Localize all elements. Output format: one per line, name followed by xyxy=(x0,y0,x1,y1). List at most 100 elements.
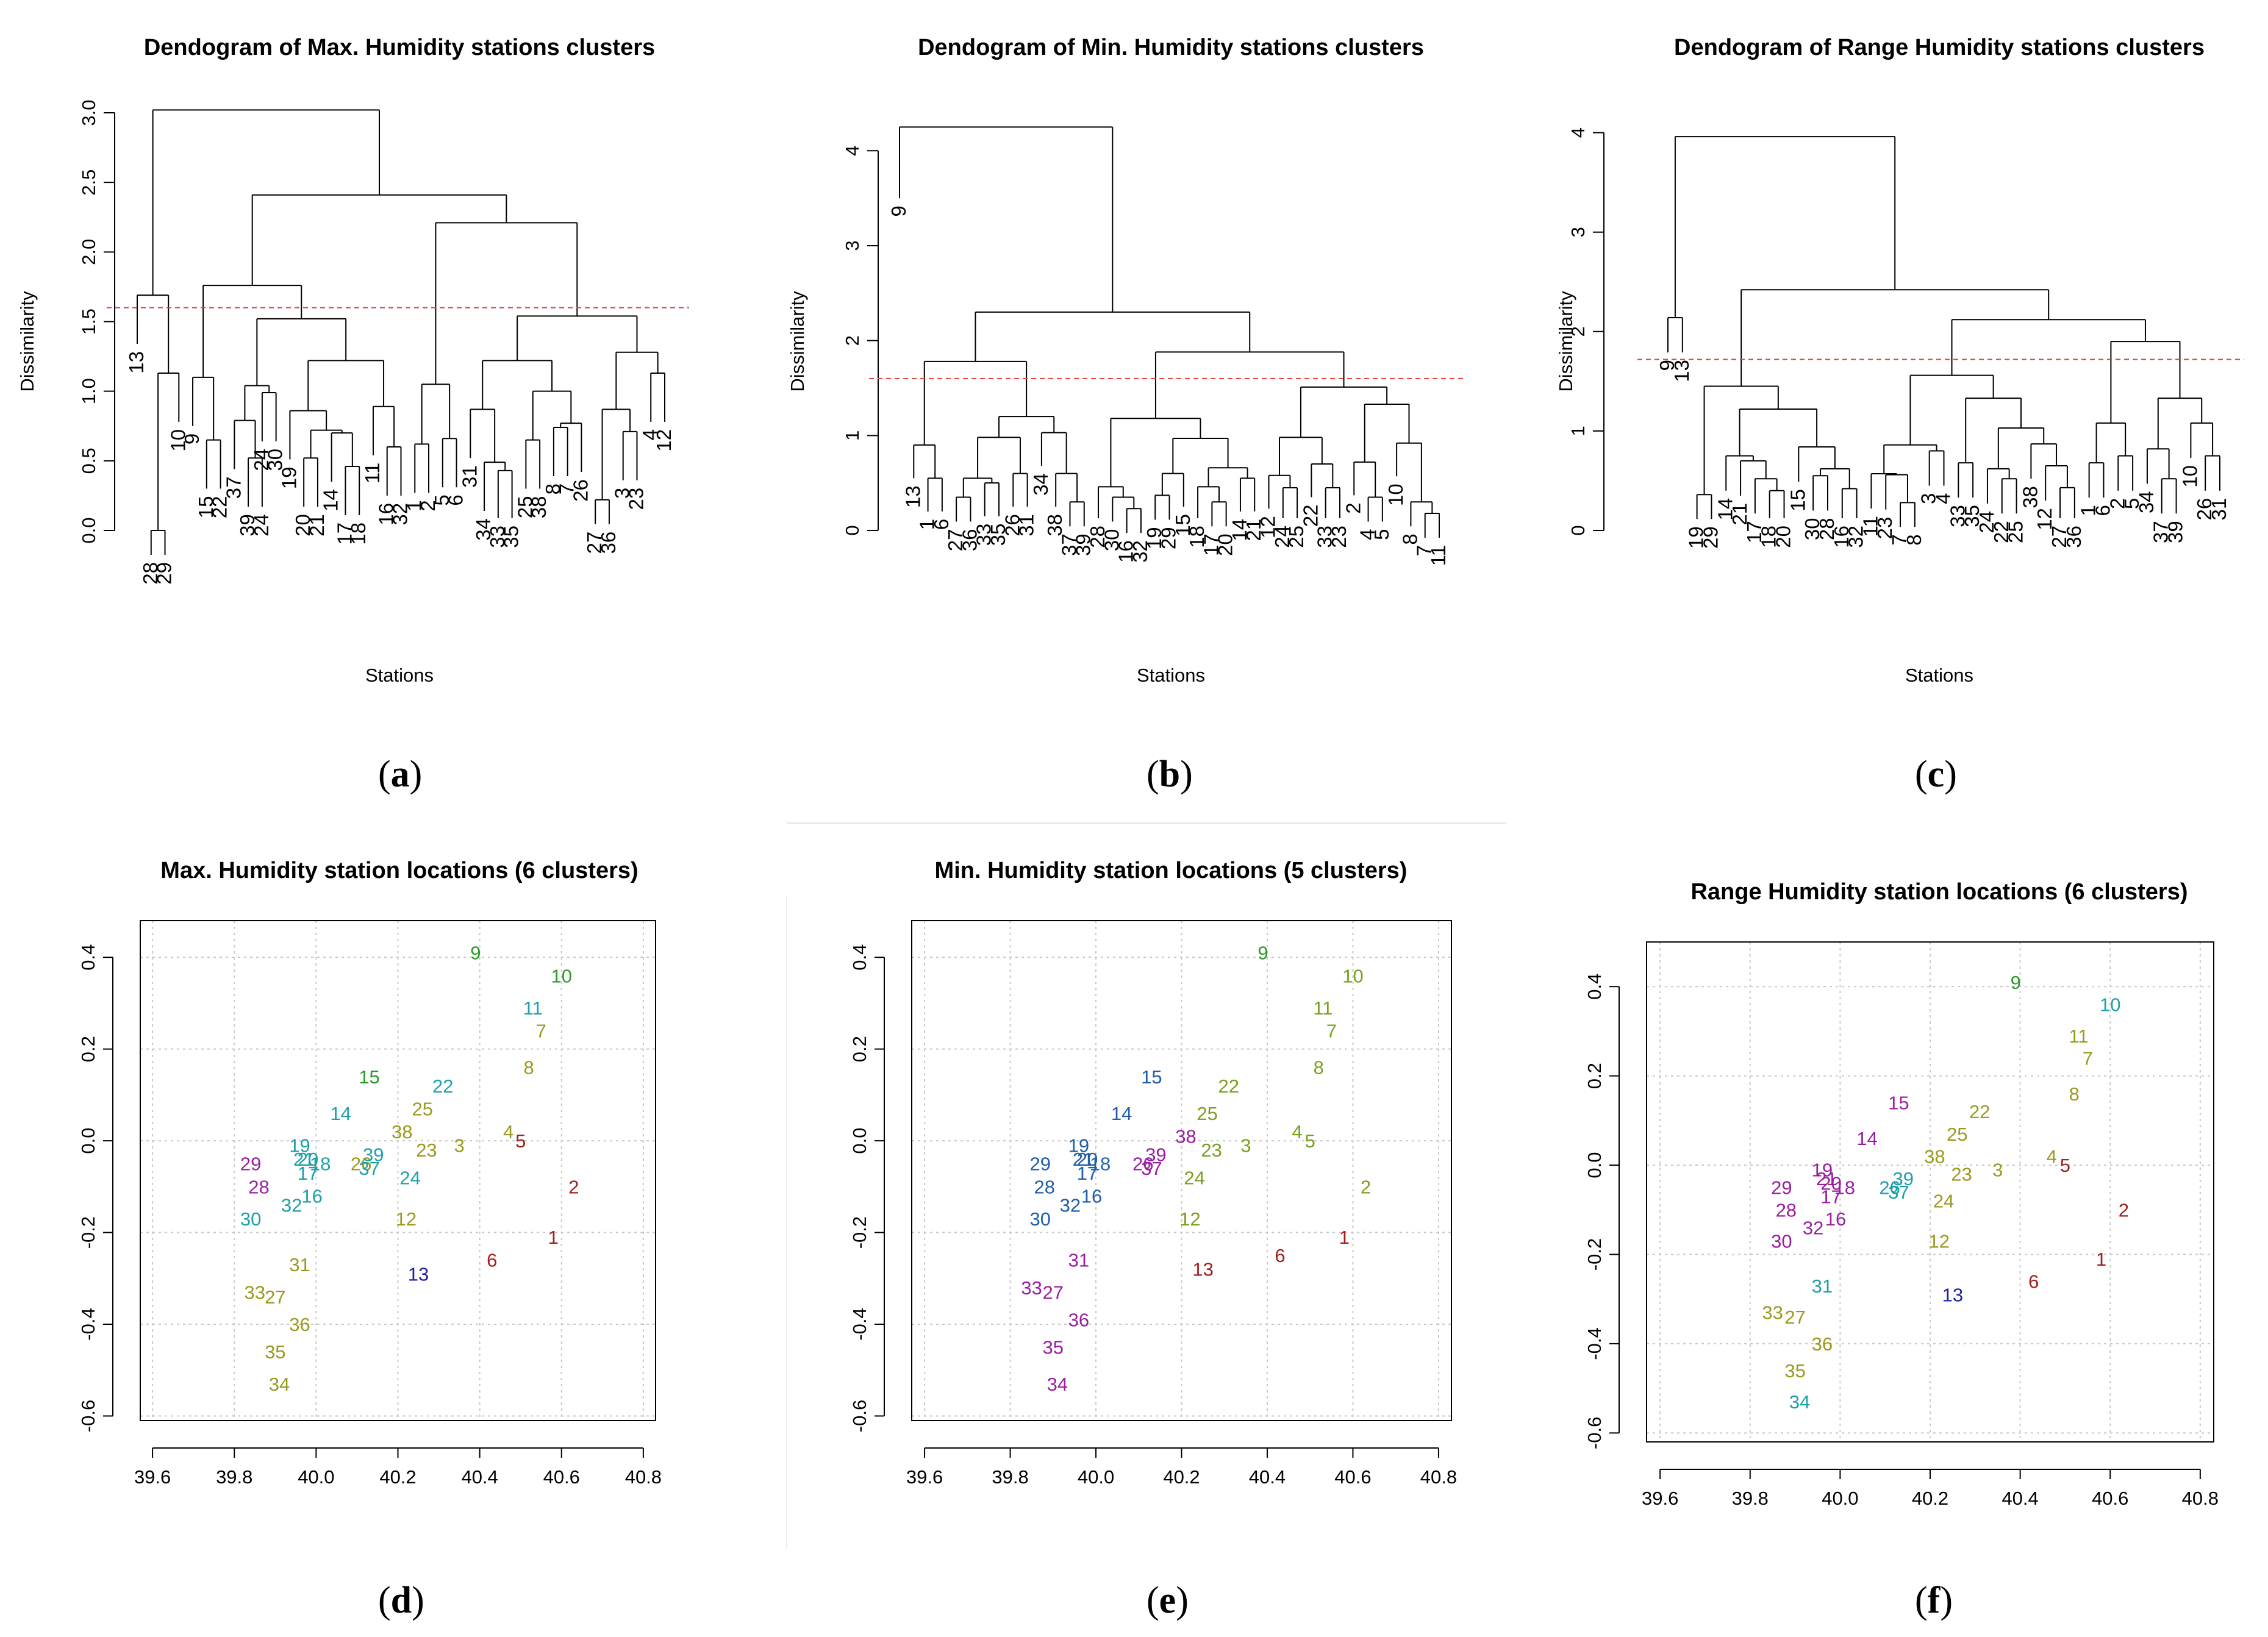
y-tick-label: 3 xyxy=(842,240,863,251)
station-point: 23 xyxy=(416,1139,437,1161)
leaf-label: 21 xyxy=(1728,503,1751,526)
leaf-label: 10 xyxy=(1384,483,1407,506)
station-point: 28 xyxy=(248,1176,269,1197)
station-point: 19 xyxy=(1068,1135,1089,1157)
leaf-label: 30 xyxy=(1801,518,1823,540)
station-point: 28 xyxy=(1776,1199,1797,1221)
leaf-label: 20 xyxy=(1772,526,1795,548)
leaf-label: 27 xyxy=(944,529,967,552)
x-tick-label: 40.4 xyxy=(1249,1466,1286,1488)
station-point: 22 xyxy=(1969,1101,1990,1122)
leaf-label: 33 xyxy=(1314,526,1336,548)
leaf-label: 24 xyxy=(1975,511,1998,533)
leaf-label: 22 xyxy=(1299,505,1322,527)
leaf-label: 27 xyxy=(2048,526,2070,548)
leaf-label: 3 xyxy=(611,488,634,499)
leaf-label: 18 xyxy=(1186,526,1208,548)
leaf-label: 26 xyxy=(569,479,592,502)
station-point: 36 xyxy=(1812,1333,1833,1355)
leaf-label: 31 xyxy=(458,465,481,488)
y-tick-label: 2.5 xyxy=(78,169,99,196)
leaf-label: 3 xyxy=(1917,493,1940,504)
station-point: 16 xyxy=(1825,1208,1846,1230)
leaf-label: 6 xyxy=(2091,505,2114,516)
leaf-label: 30 xyxy=(1100,529,1123,552)
station-point: 16 xyxy=(301,1185,322,1207)
station-point: 18 xyxy=(1834,1177,1855,1199)
station-point: 4 xyxy=(2047,1146,2057,1167)
dendrogram-panel-1: Dendogram of Min. Humidity stations clus… xyxy=(787,35,1464,795)
leaf-label: 7 xyxy=(1413,545,1436,556)
panel-label: (c) xyxy=(1915,754,1957,795)
station-point: 21 xyxy=(1816,1168,1837,1189)
leaf-label: 33 xyxy=(1946,505,1969,527)
y-tick-label: 4 xyxy=(842,146,863,156)
leaf-label: 38 xyxy=(1043,514,1066,537)
leaf-label: 31 xyxy=(2208,498,2230,521)
y-tick-label: -0.6 xyxy=(1584,1417,1605,1449)
leaf-label: 28 xyxy=(139,562,162,585)
y-tick-label: -0.6 xyxy=(77,1400,99,1432)
leaf-label: 39 xyxy=(1072,533,1095,556)
x-tick-label: 40.2 xyxy=(379,1466,416,1488)
x-tick-label: 40.2 xyxy=(1163,1466,1200,1488)
x-tick-label: 39.8 xyxy=(992,1466,1028,1488)
leaf-label: 13 xyxy=(901,485,924,508)
y-tick-label: -0.6 xyxy=(849,1400,870,1432)
station-point: 39 xyxy=(363,1144,384,1166)
station-point: 19 xyxy=(1812,1159,1833,1180)
y-tick-label: -0.2 xyxy=(77,1216,99,1249)
leaf-label: 23 xyxy=(624,488,647,510)
leaf-label: 9 xyxy=(887,205,910,216)
y-tick-label: 0.0 xyxy=(77,1128,99,1154)
y-tick-label: 2 xyxy=(842,335,863,346)
y-tick-label: -0.4 xyxy=(849,1308,870,1340)
leaf-label: 37 xyxy=(2150,521,2172,543)
leaf-label: 8 xyxy=(542,483,564,494)
y-tick-label: -0.2 xyxy=(1584,1238,1605,1271)
chart-title: Dendogram of Max. Humidity stations clus… xyxy=(144,35,655,60)
leaf-label: 38 xyxy=(2019,486,2041,508)
station-point: 39 xyxy=(1145,1144,1166,1166)
leaf-label: 22 xyxy=(1990,521,2012,543)
station-point: 22 xyxy=(432,1075,453,1097)
leaf-label: 39 xyxy=(236,514,259,537)
station-point: 23 xyxy=(1201,1139,1222,1161)
leaf-label: 14 xyxy=(320,489,342,512)
x-tick-label: 40.0 xyxy=(1078,1466,1114,1488)
leaf-label: 23 xyxy=(1328,526,1350,548)
leaf-label: 8 xyxy=(1398,533,1421,544)
leaf-label: 14 xyxy=(1228,519,1251,541)
leaf-label: 21 xyxy=(1242,519,1265,541)
leaf-label: 7 xyxy=(1888,534,1911,545)
x-tick-label: 40.8 xyxy=(2182,1488,2219,1509)
leaf-label: 2 xyxy=(417,500,439,511)
leaf-label: 5 xyxy=(1370,529,1393,540)
scatter-panel-4: Min. Humidity station locations (5 clust… xyxy=(849,858,1457,1621)
station-point: 27 xyxy=(1784,1307,1805,1328)
station-point: 7 xyxy=(2083,1047,2093,1069)
station-point: 29 xyxy=(240,1154,261,1175)
x-axis-label: Stations xyxy=(1905,665,1973,686)
station-point: 32 xyxy=(1060,1194,1081,1216)
station-point: 27 xyxy=(265,1286,285,1308)
leaf-label: 11 xyxy=(361,463,384,483)
station-point: 11 xyxy=(2069,1025,2088,1047)
leaf-label: 36 xyxy=(958,529,981,552)
station-point: 4 xyxy=(1292,1121,1303,1143)
leaf-label: 32 xyxy=(1129,540,1151,563)
x-tick-label: 39.6 xyxy=(1642,1488,1678,1509)
station-point: 13 xyxy=(1942,1284,1963,1305)
leaf-label: 28 xyxy=(1815,518,1838,540)
leaf-label: 34 xyxy=(2135,491,2158,513)
station-point: 5 xyxy=(2060,1155,2070,1176)
station-point: 35 xyxy=(1784,1360,1805,1382)
station-point: 7 xyxy=(1326,1021,1337,1042)
x-tick-label: 40.0 xyxy=(1822,1488,1858,1509)
leaf-label: 16 xyxy=(1115,540,1137,563)
station-point: 4 xyxy=(503,1121,513,1143)
station-point: 3 xyxy=(1992,1159,2003,1180)
station-point: 17 xyxy=(1077,1163,1098,1184)
station-point: 29 xyxy=(1029,1154,1050,1175)
